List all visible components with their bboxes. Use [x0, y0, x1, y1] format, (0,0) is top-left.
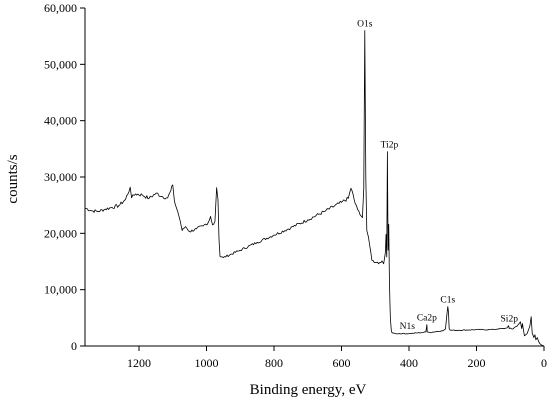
y-tick-label: 60,000 [44, 1, 77, 15]
peak-label: N1s [400, 322, 416, 332]
x-tick-label: 1000 [195, 356, 219, 370]
x-tick-label: 400 [400, 356, 418, 370]
y-tick-label: 30,000 [44, 170, 77, 184]
peak-label: O1s [357, 20, 373, 30]
y-tick-label: 10,000 [44, 283, 77, 297]
y-tick-label: 50,000 [44, 57, 77, 71]
chart-axes [84, 8, 544, 347]
x-tick-label: 600 [333, 356, 351, 370]
y-tick-label: 20,000 [44, 226, 77, 240]
chart-ticks: 1200 1000 800 600 400 200 0 0 10,000 20,000 30,000… [44, 1, 547, 370]
peak-label: Ca2p [417, 314, 437, 324]
y-axis-title: counts/s [5, 154, 21, 203]
x-axis-title: Binding energy, eV [250, 382, 367, 398]
spectrum-series-line [84, 30, 545, 347]
peak-label: Si2p [501, 315, 519, 325]
y-tick-label: 0 [71, 339, 77, 353]
y-tick-label: 40,000 [44, 114, 77, 128]
peak-label: Ti2p [381, 141, 399, 151]
peak-label: C1s [440, 296, 455, 306]
x-tick-label: 800 [265, 356, 283, 370]
x-tick-label: 200 [468, 356, 486, 370]
chart-series-layer [84, 30, 545, 347]
x-tick-label: 1200 [127, 356, 151, 370]
x-tick-label: 0 [541, 356, 547, 370]
